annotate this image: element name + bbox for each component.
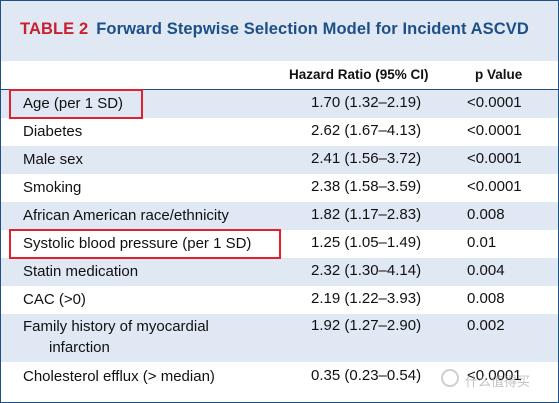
table-row: African American race/ethnicity 1.82 (1.…: [1, 202, 558, 230]
row-p-value: 0.008: [467, 290, 505, 307]
row-label: Diabetes: [23, 123, 83, 140]
watermark-text: 什么值得买: [465, 374, 531, 389]
row-hazard-ratio: 1.82 (1.17–2.83): [311, 206, 422, 223]
row-label-line-2: infarction: [49, 339, 110, 356]
row-hazard-ratio: 2.62 (1.67–4.13): [311, 122, 422, 139]
table-row: Systolic blood pressure (per 1 SD) 1.25 …: [1, 230, 558, 258]
table-row: CAC (>0) 2.19 (1.22–3.93) 0.008: [1, 286, 558, 314]
table-title-band: TABLE 2 Forward Stepwise Selection Model …: [1, 1, 558, 61]
row-label-line-1: Family history of myocardial: [23, 318, 209, 335]
watermark-circle-icon: [441, 369, 459, 387]
row-p-value: 0.008: [467, 206, 505, 223]
row-label: CAC (>0): [23, 291, 86, 308]
row-label: Smoking: [23, 179, 82, 196]
row-label: Statin medication: [23, 263, 139, 280]
column-header-p-value: p Value: [475, 67, 523, 82]
row-p-value: <0.0001: [467, 150, 522, 167]
table-row: Smoking 2.38 (1.58–3.59) <0.0001: [1, 174, 558, 202]
table-row: Cholesterol efflux (> median) 0.35 (0.23…: [1, 362, 558, 390]
row-label: African American race/ethnicity: [23, 207, 229, 224]
row-label: Systolic blood pressure (per 1 SD): [23, 235, 252, 252]
row-hazard-ratio: 2.38 (1.58–3.59): [311, 178, 422, 195]
row-hazard-ratio: 2.41 (1.56–3.72): [311, 150, 422, 167]
row-p-value: 0.002: [467, 317, 505, 334]
row-hazard-ratio: 1.70 (1.32–2.19): [311, 94, 422, 111]
row-p-value: 0.01: [467, 234, 497, 251]
table-header-row: Hazard Ratio (95% CI) p Value: [1, 61, 558, 89]
row-hazard-ratio: 1.92 (1.27–2.90): [311, 317, 422, 334]
table-row: Male sex 2.41 (1.56–3.72) <0.0001: [1, 146, 558, 174]
row-p-value: 0.004: [467, 262, 505, 279]
column-header-hazard-ratio: Hazard Ratio (95% CI): [289, 67, 429, 82]
row-p-value: <0.0001: [467, 178, 522, 195]
highlight-box-age: [9, 89, 143, 119]
highlight-box-systolic: [9, 229, 281, 259]
row-p-value: <0.0001: [467, 94, 522, 111]
row-label: Male sex: [23, 151, 84, 168]
header-rule: [1, 89, 558, 90]
row-p-value: <0.0001: [467, 367, 522, 384]
row-hazard-ratio: 2.19 (1.22–3.93): [311, 290, 422, 307]
table-label: TABLE 2: [20, 20, 89, 38]
table-row: Age (per 1 SD) 1.70 (1.32–2.19) <0.0001: [1, 90, 558, 118]
table-title-text: Forward Stepwise Selection Model for Inc…: [96, 20, 529, 38]
row-hazard-ratio: 2.32 (1.30–4.14): [311, 262, 422, 279]
row-label: Cholesterol efflux (> median): [23, 368, 215, 385]
table-row: Statin medication 2.32 (1.30–4.14) 0.004: [1, 258, 558, 286]
table-row: Family history of myocardial infarction …: [1, 314, 558, 362]
table-title: TABLE 2 Forward Stepwise Selection Model …: [20, 20, 529, 39]
row-hazard-ratio: 1.25 (1.05–1.49): [311, 234, 422, 251]
row-p-value: <0.0001: [467, 122, 522, 139]
row-hazard-ratio: 0.35 (0.23–0.54): [311, 367, 422, 384]
watermark: 什么值得买: [441, 367, 551, 391]
table-row: Diabetes 2.62 (1.67–4.13) <0.0001: [1, 118, 558, 146]
row-label: Age (per 1 SD): [23, 95, 124, 112]
